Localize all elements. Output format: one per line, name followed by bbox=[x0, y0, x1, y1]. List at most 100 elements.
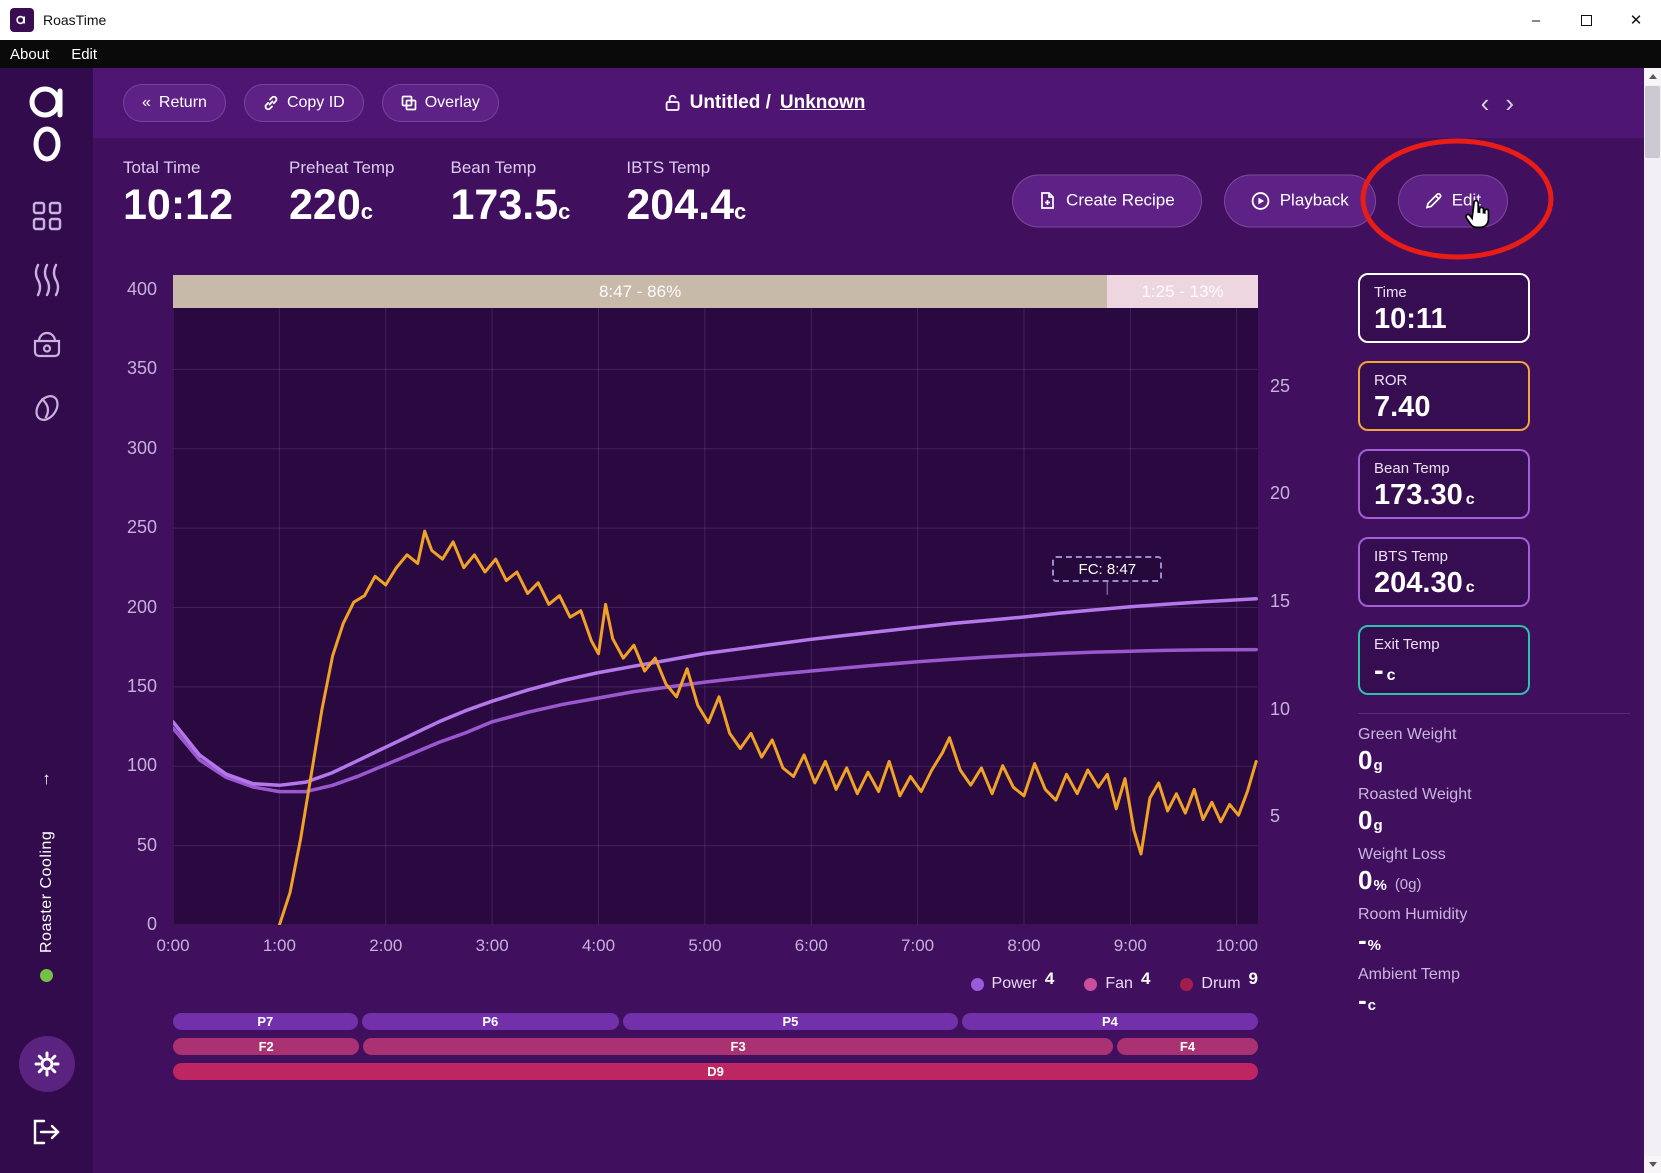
weight-label: Room Humidity bbox=[1358, 906, 1468, 923]
weight-unit: g bbox=[1373, 757, 1383, 774]
play-circle-icon bbox=[1251, 191, 1270, 210]
metric-unit: c bbox=[1465, 491, 1475, 508]
stat-preheat-temp: Preheat Temp 220c bbox=[289, 158, 395, 263]
metric-box-ibts-temp: IBTS Temp 204.30 c bbox=[1358, 537, 1530, 607]
x-tick: 5:00 bbox=[688, 936, 722, 955]
logout-button[interactable] bbox=[31, 1118, 63, 1151]
maximize-button[interactable] bbox=[1561, 0, 1611, 40]
x-tick: 7:00 bbox=[901, 936, 935, 955]
y-left-tick: 50 bbox=[136, 834, 157, 855]
roaster-machine-icon[interactable] bbox=[28, 325, 66, 363]
close-button[interactable]: ✕ bbox=[1629, 12, 1643, 29]
metric-unit: c bbox=[1386, 667, 1396, 684]
menu-edit[interactable]: Edit bbox=[71, 45, 98, 63]
roast-profile-link[interactable]: Unknown bbox=[779, 92, 866, 113]
stat-label: Preheat Temp bbox=[288, 158, 395, 177]
roasted-weight: Roasted Weight 0g bbox=[1358, 786, 1630, 833]
chart-canvas bbox=[173, 289, 1258, 925]
power-bar-row: P7 P6 P5 P4 bbox=[173, 1013, 1258, 1030]
overlay-icon bbox=[401, 95, 417, 111]
phase-banner-segment-0: 8:47 - 86% bbox=[173, 275, 1108, 308]
legend-drum: Drum 9 bbox=[1180, 969, 1258, 994]
playback-label: Playback bbox=[1279, 190, 1349, 210]
y-left-tick: 150 bbox=[126, 675, 157, 696]
scrollbar-thumb[interactable] bbox=[1645, 86, 1660, 158]
x-tick: 1:00 bbox=[262, 936, 296, 955]
window-titlebar: RoasTime – ✕ bbox=[0, 0, 1661, 40]
x-tick: 2:00 bbox=[369, 936, 403, 955]
minimize-button[interactable]: – bbox=[1531, 11, 1541, 29]
legend-power: Power 4 bbox=[970, 969, 1054, 994]
weight-loss: Weight Loss 0% (0g) bbox=[1358, 846, 1630, 893]
prev-chevron-icon[interactable]: ‹ bbox=[1480, 88, 1490, 118]
series-bean-temp bbox=[173, 647, 1258, 794]
top-toolbar: « Return Copy ID Overlay bbox=[93, 68, 1644, 138]
chart-content: 8:47 - 86% 1:25 - 13% FC: 8:47 400 350 300 2… bbox=[93, 263, 1644, 1173]
create-recipe-button[interactable]: Create Recipe bbox=[1012, 174, 1202, 227]
create-recipe-label: Create Recipe bbox=[1066, 190, 1175, 210]
unlock-icon bbox=[665, 94, 680, 111]
scrollbar-up-arrow[interactable] bbox=[1644, 68, 1661, 85]
left-sidebar: ↑ Roaster Cooling bbox=[0, 68, 93, 1173]
copy-id-button[interactable]: Copy ID bbox=[243, 84, 364, 122]
roaster-cooling-label: Roaster Cooling bbox=[37, 830, 55, 953]
link-icon bbox=[264, 95, 278, 111]
x-tick: 6:00 bbox=[794, 936, 828, 955]
legend-value: 4 bbox=[1044, 969, 1055, 988]
bean-icon[interactable] bbox=[28, 389, 66, 427]
dashboard-grid-icon[interactable] bbox=[28, 197, 66, 235]
stat-unit: c bbox=[558, 199, 571, 224]
roast-title: Untitled / Unknown bbox=[665, 92, 866, 114]
power-segment-p7: P7 bbox=[173, 1013, 358, 1030]
drum-dot-icon bbox=[1180, 977, 1194, 991]
x-tick: 8:00 bbox=[1007, 936, 1041, 955]
phase-banner-segment-1: 1:25 - 13% bbox=[1107, 275, 1258, 308]
fan-segment-f2: F2 bbox=[173, 1038, 360, 1055]
edit-button[interactable]: Edit bbox=[1397, 174, 1508, 227]
window-title: RoasTime bbox=[43, 12, 107, 28]
weight-unit: % bbox=[1367, 937, 1382, 954]
y-left-tick: 250 bbox=[126, 517, 157, 538]
series-ror bbox=[277, 529, 1258, 925]
summary-stats-row: Total Time 10:12 Preheat Temp 220c Bean … bbox=[93, 138, 1644, 263]
playback-button[interactable]: Playback bbox=[1223, 174, 1376, 227]
roast-chart: 8:47 - 86% 1:25 - 13% FC: 8:47 400 350 300 2… bbox=[93, 263, 1344, 1173]
settings-button[interactable] bbox=[18, 1036, 75, 1092]
scrollbar-down-arrow[interactable] bbox=[1644, 1156, 1661, 1173]
weight-label: Weight Loss bbox=[1358, 846, 1446, 863]
roast-heat-icon[interactable] bbox=[28, 261, 66, 299]
return-button[interactable]: « Return bbox=[123, 84, 226, 122]
up-arrow-icon: ↑ bbox=[42, 769, 51, 788]
metric-label: Exit Temp bbox=[1374, 636, 1440, 653]
x-tick: 3:00 bbox=[475, 936, 509, 955]
y-right-tick: 10 bbox=[1270, 698, 1291, 719]
overlay-button[interactable]: Overlay bbox=[381, 84, 499, 122]
y-left-tick: 0 bbox=[146, 914, 157, 934]
legend-label: Fan bbox=[1105, 975, 1133, 992]
weight-unit: c bbox=[1367, 997, 1377, 1014]
weight-value: 0 bbox=[1358, 865, 1373, 895]
stat-label: Total Time bbox=[123, 158, 201, 177]
overlay-label: Overlay bbox=[424, 94, 480, 111]
metric-box-exit-temp: Exit Temp -c bbox=[1358, 625, 1530, 695]
menu-about[interactable]: About bbox=[10, 45, 50, 63]
weight-value: - bbox=[1358, 985, 1367, 1015]
next-chevron-icon[interactable]: › bbox=[1505, 88, 1514, 118]
weight-value: 0 bbox=[1358, 745, 1373, 775]
power-segment-p6: P6 bbox=[361, 1013, 620, 1030]
first-crack-label: FC: 8:47 bbox=[1078, 560, 1137, 578]
drum-bar-row: D9 bbox=[173, 1063, 1258, 1080]
aillio-logo-icon[interactable] bbox=[24, 84, 70, 171]
x-tick: 0:00 bbox=[156, 936, 190, 955]
y-left-tick: 300 bbox=[126, 437, 157, 458]
power-segment-p4: P4 bbox=[961, 1013, 1258, 1030]
scrollbar[interactable] bbox=[1644, 68, 1661, 1173]
metric-box-time: Time 10:11 bbox=[1358, 273, 1530, 343]
room-humidity: Room Humidity -% bbox=[1358, 906, 1630, 953]
weight-value: 0 bbox=[1358, 805, 1373, 835]
y-left-tick: 100 bbox=[126, 755, 157, 776]
stat-value: 220 bbox=[288, 181, 361, 229]
metric-label: ROR bbox=[1374, 372, 1408, 389]
roaster-cooling-control[interactable]: ↑ Roaster Cooling bbox=[38, 769, 56, 982]
weight-label: Green Weight bbox=[1358, 726, 1457, 743]
